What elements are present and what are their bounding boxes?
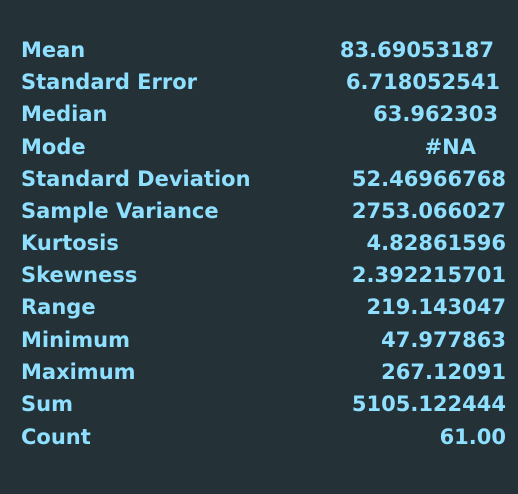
stat-row-standard-deviation: Standard Deviation 52.46966768 — [21, 163, 506, 195]
stat-value-mode: #NA — [424, 135, 476, 159]
stat-row-count: Count 61.00 — [21, 421, 506, 453]
stat-value-mean: 83.69053187 — [339, 38, 494, 62]
stat-row-mode: Mode #NA — [21, 131, 506, 163]
stat-value-sum: 5105.122444 — [351, 392, 506, 416]
stat-row-mean: Mean 83.69053187 — [21, 34, 506, 66]
stat-value-skewness: 2.392215701 — [351, 263, 506, 287]
stat-label-standard-error: Standard Error — [21, 70, 198, 94]
stat-value-median: 63.962303 — [373, 102, 498, 126]
stat-row-maximum: Maximum 267.12091 — [21, 356, 506, 388]
stat-label-mode: Mode — [21, 135, 86, 159]
stat-label-standard-deviation: Standard Deviation — [21, 167, 251, 191]
stat-row-sum: Sum 5105.122444 — [21, 388, 506, 420]
stat-label-sample-variance: Sample Variance — [21, 199, 219, 223]
stat-value-sample-variance: 2753.066027 — [351, 199, 506, 223]
stat-value-standard-error: 6.718052541 — [345, 70, 500, 94]
stat-row-range: Range 219.143047 — [21, 291, 506, 323]
stat-value-range: 219.143047 — [366, 295, 506, 319]
stat-row-standard-error: Standard Error 6.718052541 — [21, 66, 506, 98]
stat-label-kurtosis: Kurtosis — [21, 231, 119, 255]
stat-label-mean: Mean — [21, 38, 86, 62]
stat-value-maximum: 267.12091 — [381, 360, 506, 384]
stat-label-skewness: Skewness — [21, 263, 138, 287]
stat-label-count: Count — [21, 425, 91, 449]
stat-label-minimum: Minimum — [21, 328, 130, 352]
stat-label-median: Median — [21, 102, 108, 126]
stat-value-count: 61.00 — [439, 425, 506, 449]
stat-row-median: Median 63.962303 — [21, 98, 506, 130]
stat-label-maximum: Maximum — [21, 360, 136, 384]
stat-value-minimum: 47.977863 — [381, 328, 506, 352]
stat-value-kurtosis: 4.82861596 — [366, 231, 506, 255]
stat-row-minimum: Minimum 47.977863 — [21, 324, 506, 356]
stat-label-sum: Sum — [21, 392, 73, 416]
stat-value-standard-deviation: 52.46966768 — [351, 167, 506, 191]
stat-row-sample-variance: Sample Variance 2753.066027 — [21, 195, 506, 227]
stat-label-range: Range — [21, 295, 96, 319]
stat-row-skewness: Skewness 2.392215701 — [21, 259, 506, 291]
stat-row-kurtosis: Kurtosis 4.82861596 — [21, 227, 506, 259]
